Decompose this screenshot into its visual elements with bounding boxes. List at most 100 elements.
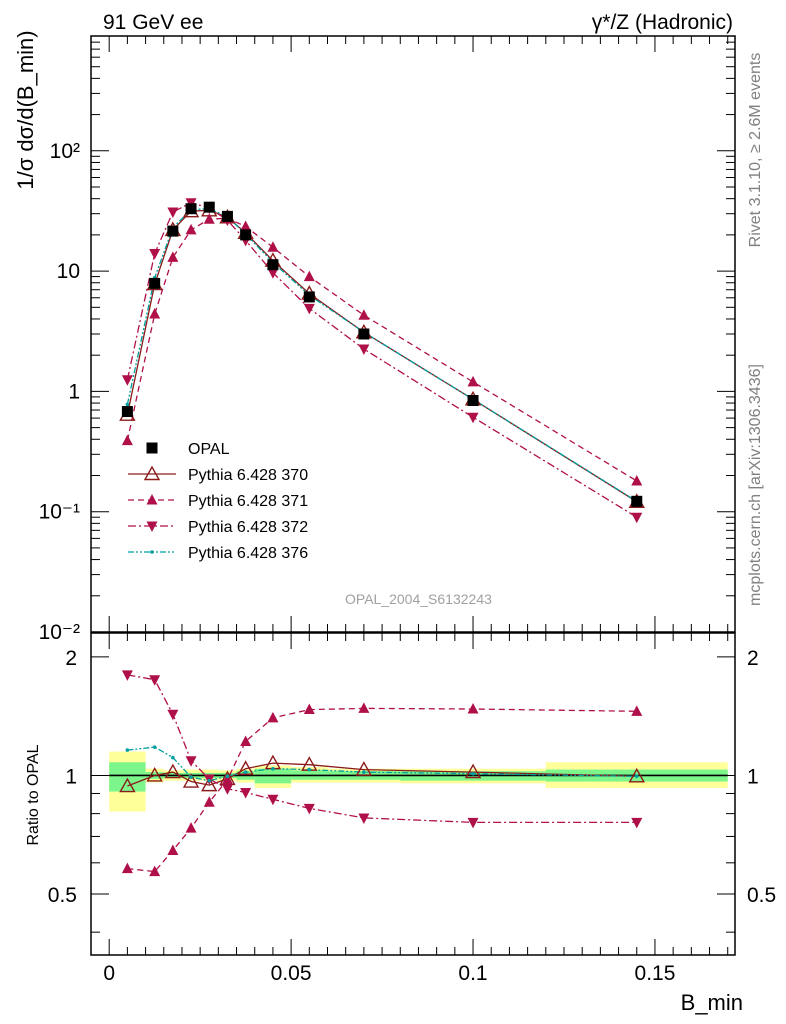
legend-label-2: Pythia 6.428 371	[188, 493, 308, 510]
ratio-point-s0-11	[628, 767, 645, 783]
y-tick-label-2: 1	[68, 380, 80, 403]
legend-marker-0	[146, 442, 158, 454]
energy-label: 91 GeV ee	[103, 11, 203, 34]
y-tick-label-4: 10²	[50, 140, 80, 163]
ratio-y-tick-label-1: 1	[65, 765, 77, 788]
ratio-point-s1-7	[267, 711, 279, 723]
rivet-version-label: Rivet 3.1.10, ≥ 2.6M events	[747, 53, 764, 248]
data-point-s0-7	[267, 259, 279, 271]
ratio-point-s2-5	[221, 784, 233, 795]
ratio-point-s1-1	[149, 865, 161, 877]
ratio-panel: 0.5 0.5 1 1 2 2 0 0.05 0.1 0.15	[48, 632, 776, 985]
legend: OPAL Pythia 6.428 370 Pythia 6.428 371 Pyth…	[128, 441, 308, 562]
ratio-y-tick-label-2: 2	[65, 647, 77, 670]
ratio-point-s3-0	[125, 748, 130, 752]
data-point-s2-4	[203, 213, 215, 224]
stat-uncertainty-band	[109, 762, 146, 792]
ratio-point-s2-0	[121, 670, 133, 681]
data-point-s3-1	[149, 249, 161, 260]
data-point-s3-2	[167, 207, 179, 218]
ratio-y-tick-label-right-0: 0.5	[747, 884, 776, 907]
legend-label-1: Pythia 6.428 370	[188, 467, 308, 484]
ratio-y-tick-label-right-2: 2	[747, 647, 759, 670]
data-point-s3-8	[303, 303, 315, 315]
x-tick-label-2: 0.1	[458, 962, 487, 985]
legend-label-3: Pythia 6.428 372	[188, 519, 308, 536]
legend-marker-2	[146, 494, 158, 505]
ratio-point-s0-2	[164, 763, 182, 779]
ratio-point-s2-7	[267, 794, 279, 806]
ratio-point-s1-2	[167, 844, 179, 855]
ratio-point-s3-8	[307, 767, 312, 772]
ratio-point-s3-4	[207, 778, 212, 783]
data-point-s2-10	[467, 375, 479, 387]
ratio-point-s2-11	[631, 817, 643, 829]
data-point-s2-11	[631, 474, 643, 486]
ratio-point-s2-10	[467, 817, 479, 829]
ratio-point-s1-10	[467, 702, 479, 714]
legend-label-4: Pythia 6.428 376	[188, 545, 308, 562]
main-plot-frame	[90, 35, 736, 633]
ratio-plot-frame	[90, 632, 736, 956]
data-point-s3-7	[267, 268, 279, 279]
data-point-s2-2	[167, 251, 179, 262]
data-point-s0-5	[221, 210, 233, 222]
ratio-point-s1-9	[358, 702, 370, 713]
ratio-point-s3-9	[362, 770, 366, 774]
y-tick-label-3: 10	[57, 260, 80, 283]
main-y-axis-label: 1/σ dσ/d(B_min)	[13, 30, 38, 189]
data-point-s2-9	[358, 309, 370, 320]
data-point-s4-0	[125, 402, 130, 407]
series-line-4	[126, 208, 638, 502]
data-point-s0-3	[185, 203, 197, 215]
ratio-point-s2-9	[358, 813, 370, 824]
ratio-point-s1-0	[121, 862, 133, 874]
data-point-s3-0	[121, 375, 133, 386]
ratio-point-s1-6	[240, 735, 252, 746]
mcplots-label: mcplots.cern.ch [arXiv:1306.3436]	[747, 364, 764, 606]
ratio-point-s0-3	[182, 773, 200, 788]
ratio-point-s3-5	[225, 774, 230, 779]
main-panel: OPAL_2004_S6132243 10⁻² 10⁻¹ 1 10 10² OPAL Py…	[39, 35, 736, 644]
legend-marker-3	[146, 521, 158, 532]
ratio-point-s2-8	[303, 803, 315, 815]
ratio-point-s2-6	[240, 788, 252, 799]
ratio-point-s3-11	[634, 774, 639, 779]
ratio-series-line-3	[127, 746, 637, 782]
data-point-s2-1	[149, 307, 161, 319]
x-axis-label: B_min	[681, 990, 743, 1015]
legend-label-0: OPAL	[188, 441, 230, 458]
data-point-s0-4	[203, 201, 215, 213]
data-point-s2-0	[121, 434, 133, 446]
data-point-s2-7	[267, 241, 279, 252]
y-tick-label-1: 10⁻¹	[39, 501, 80, 524]
data-point-s0-2	[167, 225, 179, 237]
series-line-3	[126, 202, 638, 518]
x-tick-label-3: 0.15	[635, 962, 676, 985]
process-label: γ*/Z (Hadronic)	[592, 11, 733, 34]
ratio-point-s3-2	[171, 755, 175, 760]
data-point-s2-3	[185, 223, 197, 235]
ratio-y-axis-label: Ratio to OPAL	[25, 744, 42, 845]
ratio-series-line-2	[127, 674, 637, 824]
legend-marker-1	[143, 465, 161, 481]
ratio-point-s0-10	[464, 763, 482, 779]
data-point-s0-0	[121, 406, 133, 418]
ratio-point-s3-10	[471, 771, 475, 776]
ratio-point-s0-4	[201, 776, 218, 792]
ratio-y-tick-label-right-1: 1	[747, 765, 759, 788]
x-tick-label-1: 0.05	[271, 962, 312, 985]
data-point-s0-11	[631, 495, 643, 507]
data-point-s2-6	[240, 220, 252, 231]
ratio-point-s2-3	[185, 756, 197, 767]
ratio-point-s0-0	[119, 777, 136, 793]
ratio-point-s3-1	[152, 745, 157, 749]
data-point-s0-9	[358, 328, 370, 340]
legend-marker-4	[150, 550, 154, 554]
y-tick-label-0: 10⁻²	[39, 621, 80, 644]
ratio-point-s2-2	[167, 709, 179, 721]
data-point-s3-11	[631, 512, 643, 524]
data-point-s0-10	[467, 395, 479, 407]
data-point-s0-8	[303, 291, 315, 303]
